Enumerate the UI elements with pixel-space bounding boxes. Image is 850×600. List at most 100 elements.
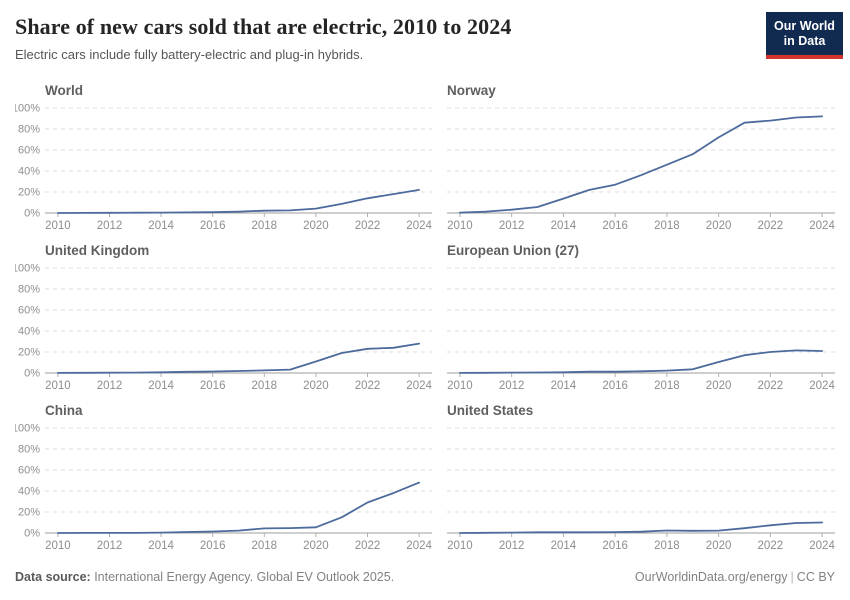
x-axis-label: 2014 xyxy=(148,220,174,232)
owid-logo-line1: Our World xyxy=(774,19,835,33)
x-axis-label: 2020 xyxy=(303,220,329,232)
y-axis-label: 40% xyxy=(18,326,40,338)
x-axis-label: 2016 xyxy=(602,220,628,232)
x-axis-label: 2024 xyxy=(809,540,835,552)
x-axis-label: 2016 xyxy=(200,540,226,552)
x-axis-label: 2020 xyxy=(303,540,329,552)
x-axis-label: 2016 xyxy=(602,540,628,552)
y-axis-label: 100% xyxy=(15,423,40,435)
facet-chart-european-union: 2010 2012 2014 2016 2018 2020 2022 2024 xyxy=(447,267,835,392)
facet-chart-united-states: 2010 2012 2014 2016 2018 2020 2022 2024 xyxy=(447,427,835,552)
x-axis-label: 2010 xyxy=(447,540,473,552)
data-source: Data source: International Energy Agency… xyxy=(15,569,394,585)
y-axis-label: 20% xyxy=(18,187,40,199)
x-axis-label: 2018 xyxy=(654,220,680,232)
data-source-text: International Energy Agency. Global EV O… xyxy=(90,570,395,584)
y-axis-label: 80% xyxy=(18,444,40,456)
y-axis-label: 0% xyxy=(24,208,40,220)
x-axis-label: 2016 xyxy=(602,380,628,392)
x-axis-label: 2012 xyxy=(97,380,123,392)
page-title: Share of new cars sold that are electric… xyxy=(15,14,512,39)
y-axis-label: 20% xyxy=(18,507,40,519)
facet-title: United Kingdom xyxy=(45,243,150,258)
owid-logo: Our World in Data xyxy=(766,12,843,59)
x-axis-label: 2010 xyxy=(45,540,71,552)
x-axis-label: 2018 xyxy=(252,220,278,232)
facet-title: China xyxy=(45,403,83,418)
series-line xyxy=(458,521,824,534)
data-source-label: Data source: xyxy=(15,570,91,584)
y-axis-label: 80% xyxy=(18,284,40,296)
x-axis-label: 2024 xyxy=(406,220,432,232)
facet-united-states: United States 2010 2012 2014 2016 2018 2020 20… xyxy=(447,403,835,563)
x-axis-label: 2010 xyxy=(45,220,71,232)
facet-chart-world: 0% 20% 40% 60% 80% 100% 2010 2012 2014 2016 2018 20… xyxy=(15,103,432,232)
owid-logo-line2: in Data xyxy=(783,34,826,48)
y-axis-label: 60% xyxy=(18,305,40,317)
x-axis-label: 2018 xyxy=(252,540,278,552)
y-axis-label: 40% xyxy=(18,166,40,178)
license-label: CC BY xyxy=(796,570,835,584)
y-axis-label: 40% xyxy=(18,486,40,498)
owid-url-link[interactable]: OurWorldinData.org/energy xyxy=(634,570,788,584)
x-axis-label: 2014 xyxy=(551,380,577,392)
x-axis-label: 2014 xyxy=(148,380,174,392)
x-axis-label: 2012 xyxy=(499,540,525,552)
facet-chart-united-kingdom: 0% 20% 40% 60% 80% 100% 2010 2012 2014 2016 2018 20… xyxy=(15,263,432,392)
attribution: OurWorldinData.org/energy | CC BY xyxy=(635,569,835,585)
x-axis-label: 2016 xyxy=(200,380,226,392)
facet-title: World xyxy=(45,83,83,98)
x-axis-label: 2018 xyxy=(654,540,680,552)
facet-chart-norway: 2010 2012 2014 2016 2018 2020 2022 2024 xyxy=(447,107,835,232)
facet-china: China 0% 20% 40% 60% 80% 100% 2010 2012 2014 2016… xyxy=(15,403,432,563)
x-axis-label: 2018 xyxy=(252,380,278,392)
y-axis-label: 0% xyxy=(24,368,40,380)
facet-norway: Norway 2010 2012 2014 2016 2018 2020 2022 2024 xyxy=(447,83,835,243)
facet-world: World 0% 20% 40% 60% 80% 100% 2010 2012 2014 2016… xyxy=(15,83,432,243)
y-axis-label: 0% xyxy=(24,528,40,540)
x-axis-label: 2014 xyxy=(551,220,577,232)
x-axis-label: 2012 xyxy=(97,220,123,232)
x-axis-label: 2016 xyxy=(200,220,226,232)
x-axis-label: 2020 xyxy=(706,380,732,392)
x-axis-label: 2024 xyxy=(406,380,432,392)
series-line xyxy=(458,349,824,374)
x-axis-label: 2018 xyxy=(654,380,680,392)
y-axis-label: 20% xyxy=(18,347,40,359)
x-axis-label: 2022 xyxy=(758,540,784,552)
x-axis-label: 2012 xyxy=(97,540,123,552)
attribution-separator: | xyxy=(790,570,794,584)
series-line xyxy=(57,481,421,534)
series-line xyxy=(458,115,824,214)
x-axis-label: 2010 xyxy=(45,380,71,392)
facet-title: Norway xyxy=(447,83,496,98)
x-axis-label: 2022 xyxy=(758,380,784,392)
x-axis-label: 2024 xyxy=(809,220,835,232)
y-axis-label: 100% xyxy=(15,103,40,115)
x-axis-label: 2010 xyxy=(447,220,473,232)
x-axis-label: 2024 xyxy=(809,380,835,392)
x-axis-label: 2014 xyxy=(148,540,174,552)
facet-chart-china: 0% 20% 40% 60% 80% 100% 2010 2012 2014 2016 2018 20… xyxy=(15,423,432,552)
y-axis-label: 60% xyxy=(18,465,40,477)
x-axis-label: 2020 xyxy=(706,540,732,552)
series-line xyxy=(57,342,421,374)
facet-european-union: European Union (27) 2010 2012 2014 2016 2018… xyxy=(447,243,835,403)
x-axis-label: 2014 xyxy=(551,540,577,552)
x-axis-label: 2010 xyxy=(447,380,473,392)
x-axis-label: 2012 xyxy=(499,380,525,392)
y-axis-label: 80% xyxy=(18,124,40,136)
x-axis-label: 2012 xyxy=(499,220,525,232)
series-line xyxy=(57,189,421,214)
x-axis-label: 2022 xyxy=(355,380,381,392)
x-axis-label: 2022 xyxy=(758,220,784,232)
facet-grid: World 0% 20% 40% 60% 80% 100% 2010 2012 2014 2016… xyxy=(15,83,835,563)
x-axis-label: 2022 xyxy=(355,220,381,232)
x-axis-label: 2024 xyxy=(406,540,432,552)
chart-header: Share of new cars sold that are electric… xyxy=(15,12,843,63)
x-axis-label: 2020 xyxy=(303,380,329,392)
y-axis-label: 60% xyxy=(18,145,40,157)
page-subtitle: Electric cars include fully battery-elec… xyxy=(15,47,364,62)
x-axis-label: 2022 xyxy=(355,540,381,552)
